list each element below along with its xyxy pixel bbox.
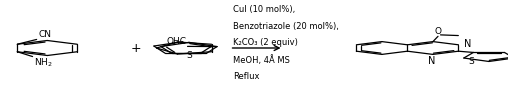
Text: OHC: OHC [166, 37, 186, 46]
Text: Benzotriazole (20 mol%),: Benzotriazole (20 mol%), [233, 22, 338, 31]
Text: Reflux: Reflux [233, 72, 259, 81]
Text: O: O [434, 27, 441, 36]
Text: +: + [131, 41, 141, 55]
Text: S: S [186, 51, 192, 60]
Text: NH$_2$: NH$_2$ [34, 57, 52, 69]
Text: CN: CN [38, 30, 51, 39]
Text: K₂CO₃ (2 equiv): K₂CO₃ (2 equiv) [233, 38, 298, 47]
Text: N: N [428, 56, 435, 66]
Text: CuI (10 mol%),: CuI (10 mol%), [233, 5, 295, 14]
Text: S: S [468, 57, 474, 66]
Text: N: N [463, 39, 471, 49]
Text: MeOH, 4Å MS: MeOH, 4Å MS [233, 55, 290, 65]
